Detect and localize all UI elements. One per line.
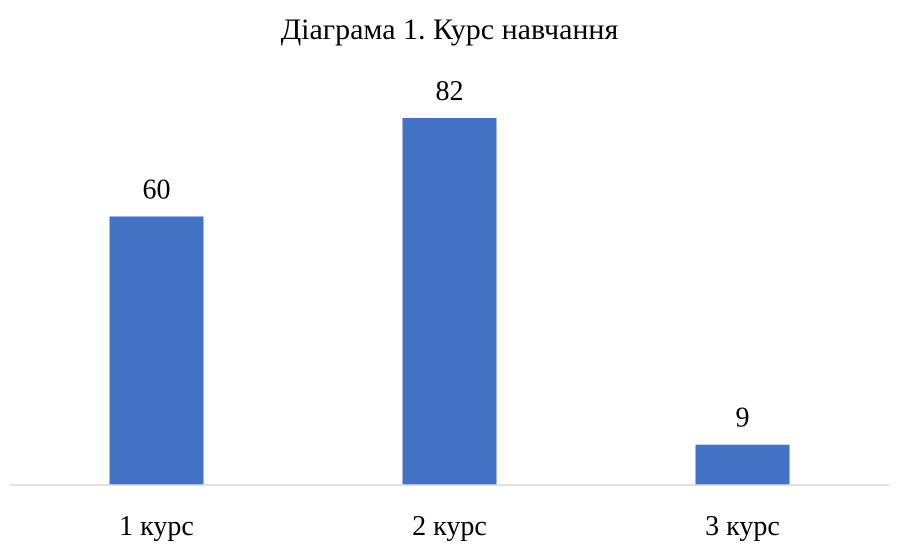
data-label: 82 [436,76,464,107]
x-tick-label: 1 курс [119,511,194,542]
bar [402,118,497,485]
chart-title: Діаграма 1. Курс навчання [280,13,619,46]
bar [109,216,204,485]
data-label: 60 [143,175,171,206]
x-tick-label: 3 курс [705,511,780,542]
x-tick-label: 2 курс [412,511,487,542]
bar [695,444,790,485]
data-label: 9 [736,403,750,434]
